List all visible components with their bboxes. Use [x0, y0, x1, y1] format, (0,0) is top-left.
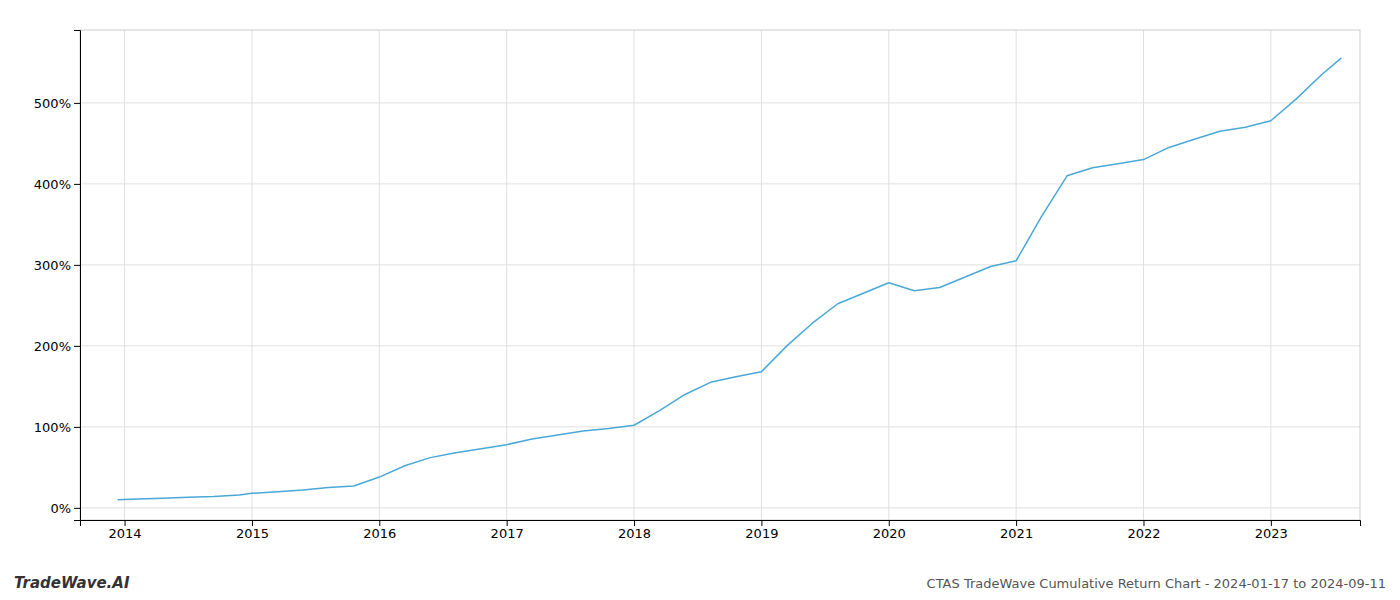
line — [118, 58, 1341, 499]
x-tick-mark — [1271, 520, 1272, 526]
y-tick-label: 0% — [50, 501, 71, 516]
grid-line-y — [80, 507, 1360, 508]
x-tick: 2019 — [745, 520, 778, 541]
chart: 2014 2015 2016 2017 2018 2019 2020 2021 2022 2023… — [0, 0, 1400, 600]
x-tick: 2017 — [491, 520, 524, 541]
y-tick: 200% — [34, 339, 80, 354]
x-tick-mark — [379, 520, 380, 526]
marks — [118, 58, 1341, 499]
y-tick: 500% — [34, 96, 80, 111]
grid-line-x — [634, 30, 635, 520]
x-tick-mark — [252, 520, 253, 526]
grid-line-x — [1270, 30, 1271, 520]
grid-line-y — [80, 183, 1360, 184]
x-tick-label: 2016 — [363, 526, 396, 541]
plot: 2014 2015 2016 2017 2018 2019 2020 2021 2022 2023… — [34, 30, 1361, 541]
watermark: TradeWave.AI — [14, 574, 130, 592]
x-tick-mark — [1016, 520, 1017, 526]
y-tick-mark — [74, 346, 80, 347]
x-tick-mark — [634, 520, 635, 526]
x-tick: 2016 — [363, 520, 396, 541]
y-tick-mark — [74, 103, 80, 104]
y-tick-label: 300% — [34, 258, 71, 273]
grid-line-y — [80, 426, 1360, 427]
x-tick: 2020 — [873, 520, 906, 541]
grid-line-x — [888, 30, 889, 520]
x-tick-label: 2017 — [491, 526, 524, 541]
axis-line — [81, 521, 1361, 527]
x-tick-label: 2020 — [873, 526, 906, 541]
x-tick-mark — [761, 520, 762, 526]
y-tick: 300% — [34, 258, 80, 273]
grid-line-y — [80, 264, 1360, 265]
y-tick-label: 200% — [34, 339, 71, 354]
grid-line-x — [761, 30, 762, 520]
x-tick-label: 2015 — [236, 526, 269, 541]
x-tick-label: 2019 — [745, 526, 778, 541]
x-tick-label: 2018 — [618, 526, 651, 541]
x-tick-label: 2021 — [1000, 526, 1033, 541]
y-axis: 0% 100% 200% 300% 400% 500% — [34, 31, 81, 521]
y-tick-mark — [74, 184, 80, 185]
grid-line-x — [506, 30, 507, 520]
x-tick: 2015 — [236, 520, 269, 541]
grid-line-y — [80, 345, 1360, 346]
x-tick-mark — [125, 520, 126, 526]
y-tick-label: 500% — [34, 96, 71, 111]
x-tick: 2014 — [109, 520, 142, 541]
x-axis: 2014 2015 2016 2017 2018 2019 2020 2021 2022 2023 — [81, 520, 1361, 541]
x-tick: 2023 — [1255, 520, 1288, 541]
x-tick: 2021 — [1000, 520, 1033, 541]
x-tick-label: 2014 — [109, 526, 142, 541]
grid — [80, 30, 1360, 520]
y-tick-mark — [74, 265, 80, 266]
plot-frame — [80, 30, 1360, 520]
title: CTAS TradeWave Cumulative Return Chart -… — [927, 576, 1386, 591]
y-tick-mark — [74, 508, 80, 509]
y-tick-mark — [74, 427, 80, 428]
y-tick: 0% — [50, 501, 80, 516]
y-tick: 400% — [34, 177, 80, 192]
grid-line-x — [1016, 30, 1017, 520]
y-tick-label: 400% — [34, 177, 71, 192]
x-tick-label: 2022 — [1127, 526, 1160, 541]
y-tick: 100% — [34, 420, 80, 435]
y-tick-label: 100% — [34, 420, 71, 435]
axis-line — [74, 31, 81, 521]
grid-line-x — [124, 30, 125, 520]
x-tick-mark — [507, 520, 508, 526]
x-tick-label: 2023 — [1255, 526, 1288, 541]
x-tick: 2018 — [618, 520, 651, 541]
grid-line-y — [80, 102, 1360, 103]
grid-line-x — [251, 30, 252, 520]
x-tick-mark — [889, 520, 890, 526]
x-tick-mark — [1143, 520, 1144, 526]
x-tick: 2022 — [1127, 520, 1160, 541]
grid-line-x — [1143, 30, 1144, 520]
grid-line-x — [379, 30, 380, 520]
